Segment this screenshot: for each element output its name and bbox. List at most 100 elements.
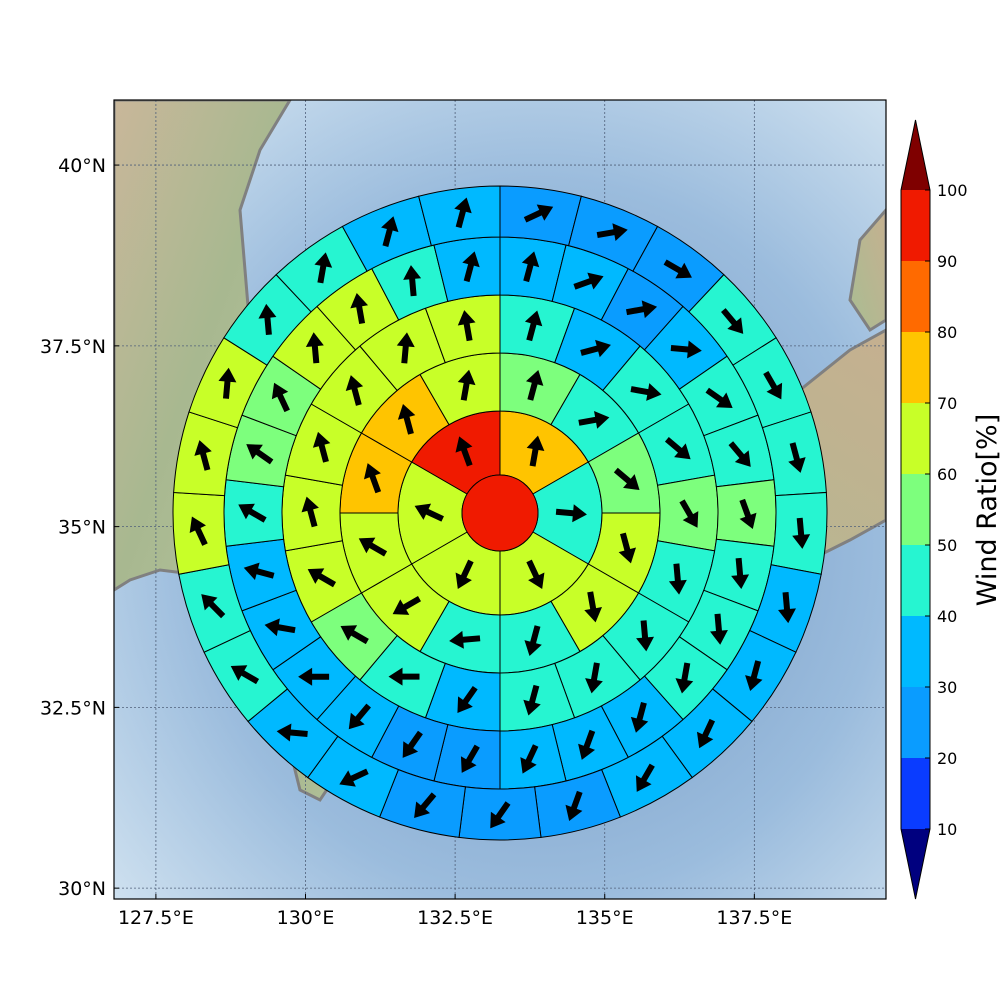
wind-arrow bbox=[449, 630, 481, 649]
wind-arrow bbox=[301, 496, 319, 528]
colorbar: 10 20 30 40 50 60 70 80 90 100 bbox=[900, 119, 968, 900]
x-tick-label: 127.5°E bbox=[118, 907, 194, 929]
wind-arrow bbox=[555, 504, 587, 523]
wind-arrow bbox=[312, 431, 331, 463]
wind-arrow bbox=[414, 503, 444, 522]
wind-arrow bbox=[348, 703, 371, 730]
arrow-shape bbox=[663, 259, 692, 279]
arrow-shape bbox=[526, 559, 545, 590]
map-frame bbox=[113, 99, 887, 900]
arrow-shape bbox=[635, 763, 655, 792]
wind-arrow bbox=[525, 370, 544, 401]
wind-ratio-sectors bbox=[172, 185, 828, 841]
wind-arrow bbox=[339, 768, 369, 787]
arrow-shape bbox=[523, 684, 541, 716]
wind-arrow bbox=[462, 251, 480, 283]
arrow-shape bbox=[414, 503, 444, 522]
arrow-shape bbox=[194, 440, 212, 471]
wind-arrow bbox=[584, 591, 603, 623]
wind-arrow bbox=[739, 498, 757, 529]
wind-arrow bbox=[618, 532, 637, 564]
wind-arrow bbox=[264, 618, 296, 637]
arrow-shape bbox=[449, 630, 481, 649]
wind-arrow bbox=[763, 371, 783, 400]
wind-arrow bbox=[397, 403, 416, 435]
colorbar-segment bbox=[901, 261, 930, 332]
wind-arrow bbox=[580, 339, 611, 358]
arrow-shape bbox=[348, 703, 371, 730]
arrow-shape bbox=[307, 568, 337, 588]
arrow-shape bbox=[526, 435, 545, 467]
colorbar-tick-label: 80 bbox=[937, 323, 957, 342]
wind-arrow bbox=[668, 563, 687, 595]
wind-arrow bbox=[414, 792, 437, 819]
arrow-shape bbox=[630, 701, 649, 733]
arrow-shape bbox=[230, 665, 260, 685]
wind-arrow bbox=[679, 499, 699, 528]
arrow-shape bbox=[460, 744, 480, 773]
y-tick-label: 32.5°N bbox=[40, 697, 106, 719]
wind-direction-arrows bbox=[189, 197, 811, 829]
arrow-shape bbox=[584, 591, 603, 623]
arrow-shape bbox=[664, 437, 691, 460]
colorbar-tick-label: 10 bbox=[937, 820, 957, 839]
wind-arrow bbox=[345, 375, 364, 406]
arrow-shape bbox=[705, 387, 733, 408]
colorbar-segment bbox=[901, 332, 930, 403]
arrow-shape bbox=[745, 660, 763, 691]
wind-arrow bbox=[636, 620, 655, 652]
arrow-shape bbox=[524, 625, 542, 656]
arrow-shape bbox=[788, 442, 806, 473]
wind-arrow bbox=[626, 300, 658, 319]
arrow-shape bbox=[345, 375, 364, 406]
wind-arrow bbox=[526, 435, 545, 467]
arrow-shape bbox=[585, 662, 603, 694]
colorbar-tick-label: 70 bbox=[937, 394, 957, 413]
arrow-shape bbox=[578, 410, 610, 429]
arrow-shape bbox=[739, 498, 757, 529]
arrow-shape bbox=[455, 436, 473, 467]
wind-arrow bbox=[578, 729, 596, 760]
arrow-shape bbox=[454, 197, 472, 229]
wind-arrow bbox=[721, 308, 744, 334]
wind-arrow bbox=[524, 310, 543, 342]
colorbar-tick-label: 100 bbox=[937, 181, 968, 200]
colorbar-tick-label: 40 bbox=[937, 607, 957, 626]
arrow-shape bbox=[264, 618, 296, 637]
wind-arrow bbox=[276, 723, 308, 742]
arrow-shape bbox=[524, 310, 543, 342]
arrow-shape bbox=[618, 532, 637, 564]
y-tick-label: 40°N bbox=[58, 155, 106, 177]
arrow-shape bbox=[578, 729, 596, 760]
arrow-shape bbox=[710, 613, 728, 645]
arrow-shape bbox=[243, 562, 275, 581]
wind-arrow bbox=[238, 503, 267, 523]
wind-arrow bbox=[358, 537, 388, 557]
colorbar-over-triangle bbox=[901, 120, 930, 190]
wind-arrow bbox=[271, 382, 290, 413]
arrow-shape bbox=[397, 403, 416, 435]
wind-arrow bbox=[565, 790, 583, 822]
colorbar-segment bbox=[901, 190, 930, 261]
wind-arrow bbox=[792, 517, 811, 549]
wind-arrow bbox=[307, 568, 337, 588]
arrow-shape bbox=[238, 503, 267, 523]
wind-arrow bbox=[194, 440, 212, 471]
wind-arrow bbox=[396, 332, 415, 364]
arrow-shape bbox=[455, 559, 474, 590]
arrow-shape bbox=[792, 517, 811, 549]
wind-arrow bbox=[573, 272, 604, 290]
arrow-shape bbox=[670, 340, 702, 359]
colorbar-tick-label: 30 bbox=[937, 678, 957, 697]
arrow-shape bbox=[392, 596, 421, 615]
arrow-shape bbox=[201, 594, 226, 619]
arrow-shape bbox=[525, 370, 544, 401]
wind-arrow bbox=[710, 613, 728, 645]
x-tick-label: 135°E bbox=[576, 907, 634, 929]
wind-arrow bbox=[578, 410, 610, 429]
arrow-shape bbox=[402, 730, 423, 758]
arrow-shape bbox=[301, 496, 319, 528]
y-tick-label: 35°N bbox=[58, 517, 106, 539]
wind-arrow bbox=[201, 594, 226, 619]
arrow-shape bbox=[696, 718, 716, 749]
